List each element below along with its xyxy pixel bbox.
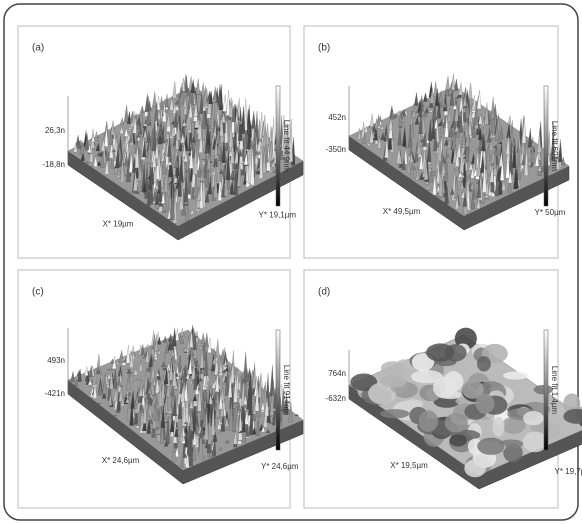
surface-bump bbox=[503, 372, 528, 380]
z-top-label: 764n bbox=[328, 369, 346, 378]
colorbar-label: Line fit 601nm bbox=[550, 121, 559, 172]
surface-bump bbox=[492, 417, 504, 437]
z-bottom-label: -632n bbox=[326, 394, 346, 403]
y-axis-label: Y* 50µm bbox=[535, 208, 566, 217]
surface-bump bbox=[477, 356, 491, 371]
z-top-label: 452n bbox=[328, 113, 346, 122]
x-axis-label: X* 19,5µm bbox=[390, 461, 428, 470]
colorbar bbox=[544, 86, 548, 206]
panel: (a) 26,3n -18,8n X* 19µm Y* 19,1µm Line fit 4… bbox=[18, 26, 303, 258]
surface-bump bbox=[464, 459, 486, 477]
colorbar bbox=[276, 86, 280, 206]
y-axis-label: Y* 24,6µm bbox=[261, 462, 299, 471]
surface-bump bbox=[449, 434, 467, 446]
x-axis-label: X* 24,6µm bbox=[102, 456, 140, 465]
z-bottom-label: -350n bbox=[326, 145, 346, 154]
panel: (c) 493n -421n X* 24,6µm Y* 24,6µm Line fit 9… bbox=[18, 270, 303, 508]
panel-label: (b) bbox=[318, 43, 330, 54]
y-axis-label: Y* 19,7µm bbox=[555, 467, 582, 476]
colorbar-label: Line fit 914nm bbox=[282, 365, 291, 416]
x-axis-label: X* 19µm bbox=[103, 220, 134, 229]
surface-bump bbox=[381, 361, 405, 375]
panel-label: (c) bbox=[32, 287, 44, 298]
surface-bump bbox=[426, 343, 454, 361]
surface-bump bbox=[380, 375, 407, 388]
panel-label: (d) bbox=[318, 287, 330, 298]
surface-bump bbox=[445, 413, 468, 433]
surface-bump bbox=[433, 377, 456, 399]
surface-bump bbox=[475, 393, 494, 413]
surface-bump bbox=[380, 409, 409, 418]
panel-label: (a) bbox=[32, 43, 44, 54]
colorbar-label: Line fit 1.4µm bbox=[550, 366, 559, 415]
colorbar bbox=[544, 330, 548, 450]
y-axis-label: Y* 19,1µm bbox=[259, 211, 297, 220]
z-bottom-label: -18,8n bbox=[42, 160, 65, 169]
panel: (d) 764n -632n X* 19,5µm Y* 19,7µm Line fit 1… bbox=[304, 270, 582, 508]
colorbar bbox=[276, 330, 280, 450]
panel: (b) 452n -350n X* 49,5µm Y* 50µm Line fit 601… bbox=[304, 26, 569, 258]
x-axis-label: X* 49,5µm bbox=[383, 207, 421, 216]
surface-bump bbox=[419, 410, 438, 432]
figure: (a) 26,3n -18,8n X* 19µm Y* 19,1µm Line fit 4… bbox=[0, 0, 582, 524]
z-top-label: 493n bbox=[47, 356, 65, 365]
surface-bump bbox=[477, 438, 505, 455]
colorbar-label: Line fit 44,9nm bbox=[282, 120, 291, 173]
z-top-label: 26,3n bbox=[45, 126, 65, 135]
z-bottom-label: -421n bbox=[45, 389, 65, 398]
surface-bump bbox=[523, 411, 544, 425]
